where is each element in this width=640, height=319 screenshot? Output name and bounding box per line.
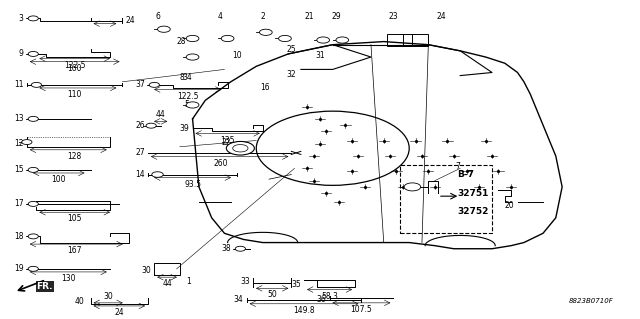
Circle shape <box>227 141 254 155</box>
Text: 21: 21 <box>305 12 314 21</box>
Text: 9: 9 <box>19 49 24 58</box>
Circle shape <box>28 116 38 121</box>
Text: 36: 36 <box>317 295 326 304</box>
Text: 24: 24 <box>125 16 135 26</box>
Circle shape <box>221 35 234 41</box>
Circle shape <box>28 51 38 56</box>
Text: 32: 32 <box>287 70 296 78</box>
Text: 14: 14 <box>135 170 145 179</box>
Text: 17: 17 <box>14 199 24 208</box>
Circle shape <box>404 183 420 191</box>
Text: 38: 38 <box>221 244 231 253</box>
Text: 44: 44 <box>162 279 172 288</box>
Text: 24: 24 <box>115 308 124 317</box>
Text: 30: 30 <box>103 292 113 301</box>
Text: 105: 105 <box>67 214 82 223</box>
Text: 6: 6 <box>155 12 160 21</box>
Circle shape <box>157 26 170 32</box>
Text: 15: 15 <box>14 165 24 174</box>
Text: 35: 35 <box>291 280 301 289</box>
Text: 37: 37 <box>135 80 145 89</box>
Text: 7: 7 <box>455 162 460 171</box>
Text: 13: 13 <box>14 115 24 123</box>
Text: 11: 11 <box>14 80 24 89</box>
Text: 19: 19 <box>14 264 24 273</box>
Text: 26: 26 <box>135 121 145 130</box>
Circle shape <box>28 234 38 239</box>
Circle shape <box>186 54 199 60</box>
Text: 260: 260 <box>214 159 228 168</box>
Text: 30: 30 <box>141 266 151 275</box>
Circle shape <box>278 35 291 41</box>
Circle shape <box>259 29 272 35</box>
Circle shape <box>28 16 38 21</box>
Text: 100: 100 <box>51 175 66 184</box>
Text: 128: 128 <box>68 152 82 161</box>
Text: 1: 1 <box>186 277 191 286</box>
Circle shape <box>236 246 246 251</box>
Circle shape <box>186 35 199 41</box>
Circle shape <box>336 37 349 43</box>
Text: 34: 34 <box>234 295 244 304</box>
Text: 32751: 32751 <box>457 189 488 197</box>
Circle shape <box>152 172 163 177</box>
Text: 8823B0710F: 8823B0710F <box>568 298 613 304</box>
Text: 29: 29 <box>331 12 340 21</box>
Text: 12: 12 <box>14 139 24 148</box>
Circle shape <box>149 82 159 87</box>
Text: 18: 18 <box>14 232 24 241</box>
Text: 24: 24 <box>436 12 446 21</box>
Text: 50: 50 <box>268 291 277 300</box>
Text: 16: 16 <box>260 84 269 93</box>
Text: 20: 20 <box>505 201 515 210</box>
Text: 23: 23 <box>388 12 398 21</box>
Text: 32752: 32752 <box>457 207 488 216</box>
Text: 27: 27 <box>135 148 145 157</box>
Text: 25: 25 <box>287 45 296 54</box>
Text: 33: 33 <box>240 277 250 286</box>
Circle shape <box>186 102 199 108</box>
Text: 110: 110 <box>67 90 82 99</box>
Circle shape <box>28 167 38 172</box>
Text: 5: 5 <box>184 100 189 109</box>
Text: 39: 39 <box>180 124 189 133</box>
Text: 34: 34 <box>183 73 193 82</box>
Text: 122.5: 122.5 <box>177 92 199 101</box>
Text: 10: 10 <box>232 51 242 60</box>
Text: 130: 130 <box>61 274 76 283</box>
Text: 167: 167 <box>67 246 82 255</box>
Text: 44: 44 <box>156 110 166 120</box>
Text: 149.8: 149.8 <box>293 306 315 315</box>
Text: 160: 160 <box>67 64 82 73</box>
Text: B-7: B-7 <box>457 170 474 179</box>
Circle shape <box>22 140 32 145</box>
Circle shape <box>28 201 38 206</box>
Text: 3: 3 <box>19 14 24 23</box>
Text: 2: 2 <box>260 12 265 21</box>
Circle shape <box>317 37 330 43</box>
Text: FR.: FR. <box>36 282 53 291</box>
Circle shape <box>28 266 38 271</box>
Text: 8: 8 <box>179 73 184 82</box>
Text: 122.5: 122.5 <box>64 61 85 70</box>
Text: 28: 28 <box>177 37 186 46</box>
Text: 93.5: 93.5 <box>184 180 201 189</box>
Bar <box>387 34 412 46</box>
Text: 22: 22 <box>221 137 231 146</box>
Text: 58.3: 58.3 <box>321 292 338 301</box>
Bar <box>403 34 428 46</box>
Text: 107.5: 107.5 <box>351 305 372 314</box>
Circle shape <box>146 123 156 128</box>
Circle shape <box>233 145 248 152</box>
Text: 31: 31 <box>315 51 325 60</box>
Circle shape <box>31 82 42 87</box>
Text: 135: 135 <box>220 136 235 145</box>
Text: 40: 40 <box>74 297 84 307</box>
Text: 4: 4 <box>218 12 222 21</box>
